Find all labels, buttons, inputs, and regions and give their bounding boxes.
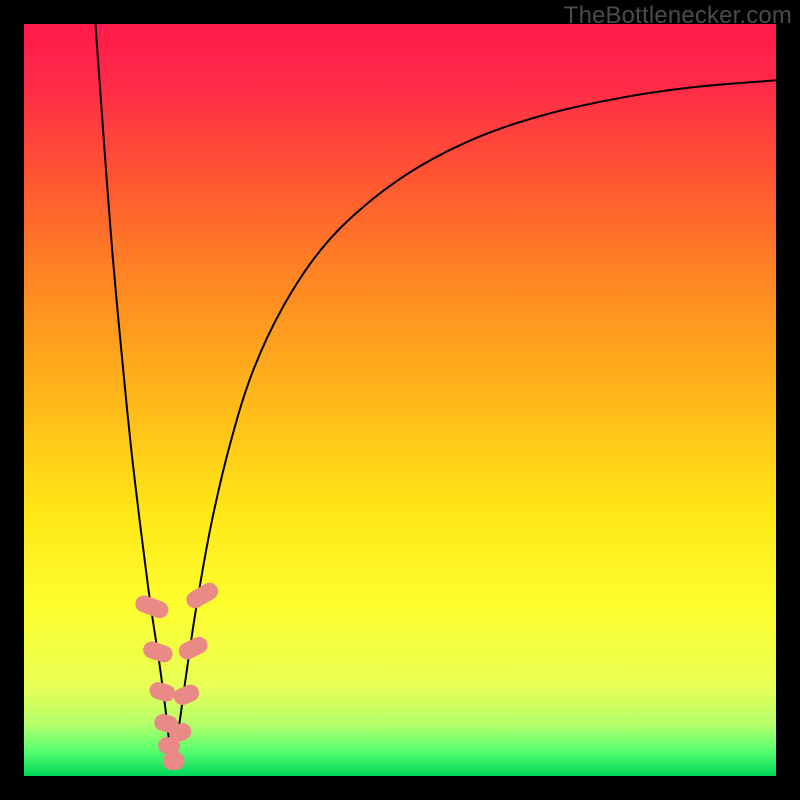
chart-frame: TheBottlenecker.com	[0, 0, 800, 800]
marker-capsule	[167, 752, 184, 770]
watermark-label: TheBottlenecker.com	[564, 2, 792, 30]
plot-background	[24, 24, 776, 776]
bottleneck-chart	[0, 0, 800, 800]
